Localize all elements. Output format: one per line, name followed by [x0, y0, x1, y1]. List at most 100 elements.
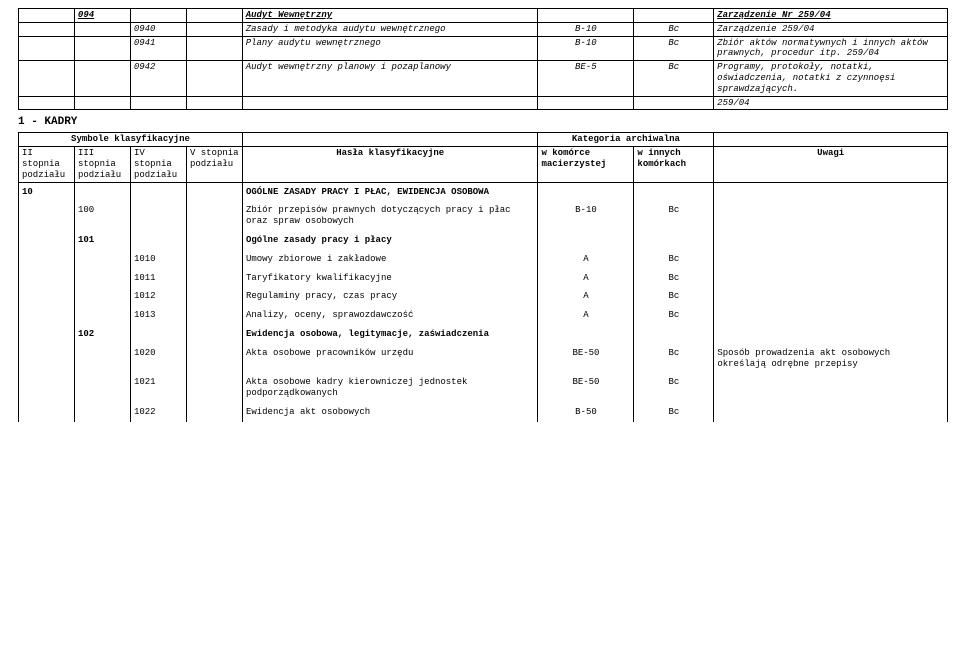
cell-c4 [186, 325, 242, 344]
cell-c2 [74, 403, 130, 422]
top-cell-c4 [186, 96, 242, 110]
top-row: 094Audyt WewnętrznyZarządzenie Nr 259/04 [19, 9, 948, 23]
cell-c7: Bc [634, 269, 714, 288]
cell-c1 [19, 250, 75, 269]
cell-c4 [186, 373, 242, 403]
table-row: 1012Regulaminy pracy, czas pracyABc [19, 287, 948, 306]
top-cell-c6 [538, 9, 634, 23]
cell-c6 [538, 231, 634, 250]
top-cell-c3: 0940 [130, 22, 186, 36]
cell-c7: Bc [634, 201, 714, 231]
top-cell-c5: Zasady i metodyka audytu wewnętrznego [242, 22, 538, 36]
top-cell-c1 [19, 9, 75, 23]
top-cell-c2 [74, 36, 130, 61]
cell-c8 [714, 231, 948, 250]
cell-c5: Regulaminy pracy, czas pracy [242, 287, 538, 306]
cell-c3: 1011 [130, 269, 186, 288]
table-row: 101 Ogólne zasady pracy i płacy [19, 231, 948, 250]
cell-c4 [186, 287, 242, 306]
cell-c7: Bc [634, 306, 714, 325]
subheader-c4: V stopnia podziału [186, 147, 242, 182]
cell-c7: Bc [634, 287, 714, 306]
cell-c2: 101 [74, 231, 130, 250]
cell-c7: Bc [634, 403, 714, 422]
top-cell-c8: Zarządzenie Nr 259/04 [714, 9, 948, 23]
cell-c2 [74, 306, 130, 325]
cell-c1 [19, 306, 75, 325]
cell-c2 [74, 250, 130, 269]
cell-c6: B-50 [538, 403, 634, 422]
cell-c3: 1022 [130, 403, 186, 422]
cell-c3 [130, 325, 186, 344]
cell-c1: 10 [19, 182, 75, 201]
top-cell-c4 [186, 61, 242, 96]
cell-c2: 102 [74, 325, 130, 344]
table-row: 1013Analizy, oceny, sprawozdawczośćABc [19, 306, 948, 325]
top-cell-c8: Zarządzenie 259/04 [714, 22, 948, 36]
top-cell-c7: Bc [634, 22, 714, 36]
cell-c7: Bc [634, 373, 714, 403]
cell-c1 [19, 403, 75, 422]
top-cell-c3: 0942 [130, 61, 186, 96]
cell-c2 [74, 373, 130, 403]
cell-c4 [186, 306, 242, 325]
cell-c6: A [538, 250, 634, 269]
cell-c7 [634, 182, 714, 201]
main-table: Symbole klasyfikacyjne Kategoria archiwa… [18, 132, 948, 421]
table-row: 100Zbiór przepisów prawnych dotyczących … [19, 201, 948, 231]
cell-c6 [538, 325, 634, 344]
cell-c4 [186, 201, 242, 231]
cell-c7 [634, 325, 714, 344]
table-row: 1020Akta osobowe pracowników urzęduBE-50… [19, 344, 948, 374]
cell-c3: 1020 [130, 344, 186, 374]
header-blank-1 [242, 133, 538, 147]
cell-c8 [714, 287, 948, 306]
top-cell-c6: BE-5 [538, 61, 634, 96]
cell-c2 [74, 287, 130, 306]
cell-c2 [74, 269, 130, 288]
table-row: 1010Umowy zbiorowe i zakładoweABc [19, 250, 948, 269]
cell-c4 [186, 403, 242, 422]
cell-c8 [714, 325, 948, 344]
top-cell-c3: 0941 [130, 36, 186, 61]
top-cell-c4 [186, 22, 242, 36]
cell-c6: B-10 [538, 201, 634, 231]
subheader-c6: w komórce macierzystej [538, 147, 634, 182]
top-cell-c3 [130, 9, 186, 23]
cell-c1 [19, 373, 75, 403]
cell-c3 [130, 182, 186, 201]
header-symbole: Symbole klasyfikacyjne [19, 133, 243, 147]
top-cell-c2 [74, 22, 130, 36]
cell-c4 [186, 231, 242, 250]
header-kategoria: Kategoria archiwalna [538, 133, 714, 147]
top-cell-c6: B-10 [538, 36, 634, 61]
top-cell-c4 [186, 9, 242, 23]
subheader-c5: Hasła klasyfikacyjne [242, 147, 538, 182]
top-cell-c5: Audyt wewnętrzny planowy i pozaplanowy [242, 61, 538, 96]
cell-c8 [714, 403, 948, 422]
top-row: 259/04 [19, 96, 948, 110]
cell-c1 [19, 231, 75, 250]
cell-c6: BE-50 [538, 373, 634, 403]
top-cell-c6 [538, 96, 634, 110]
cell-c6: BE-50 [538, 344, 634, 374]
top-cell-c4 [186, 36, 242, 61]
cell-c5: Akta osobowe kadry kierowniczej jednoste… [242, 373, 538, 403]
top-cell-c1 [19, 36, 75, 61]
top-cell-c1 [19, 96, 75, 110]
cell-c3: 1012 [130, 287, 186, 306]
top-cell-c8: 259/04 [714, 96, 948, 110]
cell-c8 [714, 373, 948, 403]
cell-c2: 100 [74, 201, 130, 231]
table-row: 1011Taryfikatory kwalifikacyjneABc [19, 269, 948, 288]
top-cell-c5: Plany audytu wewnętrznego [242, 36, 538, 61]
cell-c2 [74, 182, 130, 201]
cell-c8: Sposób prowadzenia akt osobowych określa… [714, 344, 948, 374]
top-row: 0941Plany audytu wewnętrznegoB-10BcZbiór… [19, 36, 948, 61]
top-cell-c8: Zbiór aktów normatywnych i innych aktów … [714, 36, 948, 61]
cell-c4 [186, 250, 242, 269]
cell-c5: Ogólne zasady pracy i płacy [242, 231, 538, 250]
top-cell-c7: Bc [634, 61, 714, 96]
cell-c7: Bc [634, 344, 714, 374]
cell-c7: Bc [634, 250, 714, 269]
